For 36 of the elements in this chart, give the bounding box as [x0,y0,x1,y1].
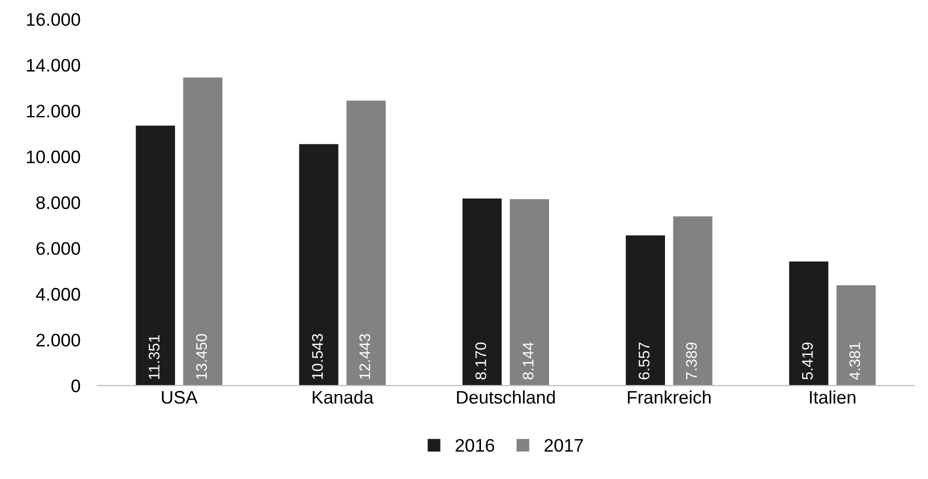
y-tick-label: 8.000 [36,196,80,210]
y-tick-label: 12.000 [26,104,80,118]
bar [346,100,386,386]
bar [673,216,712,386]
data-label: 8.170 [475,342,486,380]
y-tick-label: 10.000 [26,150,80,164]
bar [626,235,666,386]
bar [299,144,338,386]
data-label: 11.351 [148,335,160,379]
y-tick-label: 6.000 [36,242,80,255]
y-tick-label: 4.000 [36,288,80,301]
x-tick-label: Kanada [312,390,374,404]
bar [836,285,876,386]
legend-label: 2017 [544,438,583,452]
y-tick-label: 14.000 [26,58,80,72]
data-label: 7.389 [686,342,697,380]
bar [789,261,828,386]
data-label: 6.557 [638,342,650,380]
bar [462,198,502,386]
data-label: 13.450 [196,334,207,379]
data-label: 5.419 [802,342,813,380]
x-tick-label: Deutschland [457,390,555,404]
y-tick-label: 0 [71,380,80,392]
data-label: 10.543 [312,334,323,379]
legend-label: 2016 [456,438,494,452]
bar [183,78,222,386]
bar [510,199,550,386]
y-tick-label: 16.000 [26,13,80,26]
y-tick-label: 2.000 [36,334,80,347]
x-tick-label: USA [162,390,198,404]
x-tick-label: Italien [810,390,856,404]
bar [136,126,176,386]
x-tick-label: Frankreich [628,390,711,404]
data-label: 4.381 [849,342,860,380]
data-label: 12.443 [359,334,370,379]
data-label: 8.144 [522,342,534,380]
